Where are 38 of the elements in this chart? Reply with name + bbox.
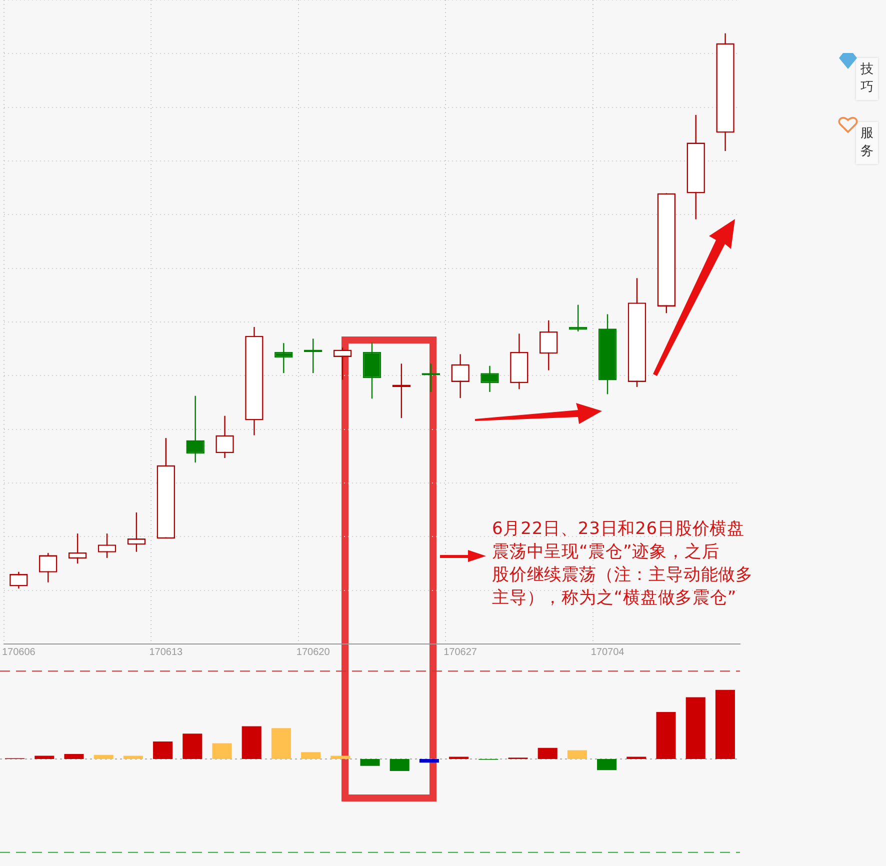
bar — [64, 754, 84, 759]
bar — [538, 748, 558, 759]
candlestick — [480, 365, 499, 393]
bar — [242, 726, 262, 759]
x-tick-label: 170627 — [444, 646, 478, 658]
candlestick — [540, 320, 558, 371]
bar — [330, 756, 350, 759]
bar — [301, 752, 321, 759]
bar — [567, 750, 587, 759]
text: 服务 — [856, 122, 878, 164]
bar — [686, 697, 706, 759]
bar — [123, 756, 143, 759]
bar — [656, 712, 676, 759]
bar — [153, 741, 173, 759]
bar — [182, 734, 202, 759]
x-tick-label: 170620 — [296, 646, 330, 658]
annotation: 6月22日、23日和26日股价横盘 — [492, 518, 746, 541]
bar — [34, 756, 54, 759]
bar — [212, 743, 232, 759]
annotation: 股价继续震荡（注：主导动能做多 — [492, 564, 753, 587]
candlestick — [362, 342, 382, 400]
candlestick — [333, 346, 352, 380]
x-tick-label: 170606 — [2, 646, 36, 658]
candlestick — [127, 512, 146, 552]
x-tick-label: 170704 — [590, 646, 625, 658]
bar — [360, 759, 380, 766]
bar — [419, 759, 439, 763]
candlestick — [68, 532, 87, 564]
candlestick — [98, 532, 116, 559]
bar — [271, 728, 291, 759]
x-tick-label: 170613 — [149, 646, 184, 658]
bar — [94, 754, 114, 759]
annotation: 震荡中呈现“震仓”迹象，之后 — [492, 541, 720, 564]
annotation: 主导），称为之“横盘做多震仓” — [492, 587, 738, 610]
bar — [390, 759, 410, 771]
text: 技巧 — [856, 58, 878, 100]
bar — [715, 690, 735, 759]
bar — [597, 759, 617, 770]
